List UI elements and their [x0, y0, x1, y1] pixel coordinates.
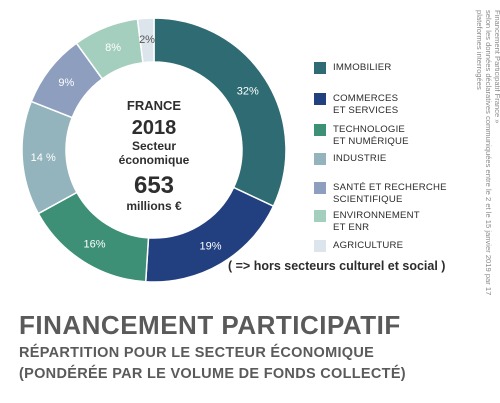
- chart-note: ( => hors secteurs culturel et social ): [228, 259, 446, 273]
- donut-slice-0: [153, 17, 287, 208]
- center-country: FRANCE: [126, 98, 182, 113]
- legend-swatch-3: [314, 153, 326, 165]
- slice-label-6: 2%: [139, 34, 155, 46]
- legend-label-0: IMMOBILIER: [333, 62, 392, 73]
- donut-chart: 32% 19% 16% 14 % 9% 8% 2%: [21, 17, 287, 283]
- slice-label-4: 9%: [58, 77, 74, 89]
- center-amount: 653: [133, 172, 175, 199]
- legend-label-6: AGRICULTURE: [333, 240, 404, 251]
- donut-slice-6: [136, 17, 155, 64]
- source-note: D'après « Baromètre du crowdfunding en F…: [475, 10, 500, 296]
- center-unit: millions €: [126, 199, 182, 213]
- legend-label-4: SANTÉ ET RECHERCHE SCIENTIFIQUE: [333, 182, 447, 205]
- slice-label-3: 14 %: [31, 152, 56, 164]
- legend-label-5: ENVIRONNEMENT ET ENR: [333, 210, 420, 233]
- legend-swatch-6: [314, 240, 326, 252]
- slice-label-1: 19%: [199, 241, 221, 253]
- donut-center-label: FRANCE 2018 Secteur économique 653 milli…: [82, 98, 226, 213]
- chart-subtitle-line2: (PONDÉRÉE PAR LE VOLUME DE FONDS COLLECT…: [19, 366, 406, 382]
- slice-label-5: 8%: [105, 42, 121, 54]
- legend-swatch-0: [314, 62, 326, 74]
- center-year: 2018: [131, 117, 177, 139]
- legend-swatch-1: [314, 93, 326, 105]
- legend-swatch-4: [314, 182, 326, 194]
- chart-subtitle-line1: RÉPARTITION POUR LE SECTEUR ÉCONOMIQUE: [19, 345, 375, 361]
- slice-label-0: 32%: [237, 86, 259, 98]
- legend-swatch-5: [314, 210, 326, 222]
- chart-title: FINANCEMENT PARTICIPATIF: [19, 310, 401, 340]
- slice-label-2: 16%: [84, 239, 106, 251]
- legend-label-1: COMMERCES ET SERVICES: [333, 93, 399, 116]
- center-sector: Secteur économique: [118, 139, 190, 167]
- legend-label-3: INDUSTRIE: [333, 153, 387, 164]
- legend-label-2: TECHNOLOGIE ET NUMÉRIQUE: [333, 124, 409, 147]
- legend-swatch-2: [314, 124, 326, 136]
